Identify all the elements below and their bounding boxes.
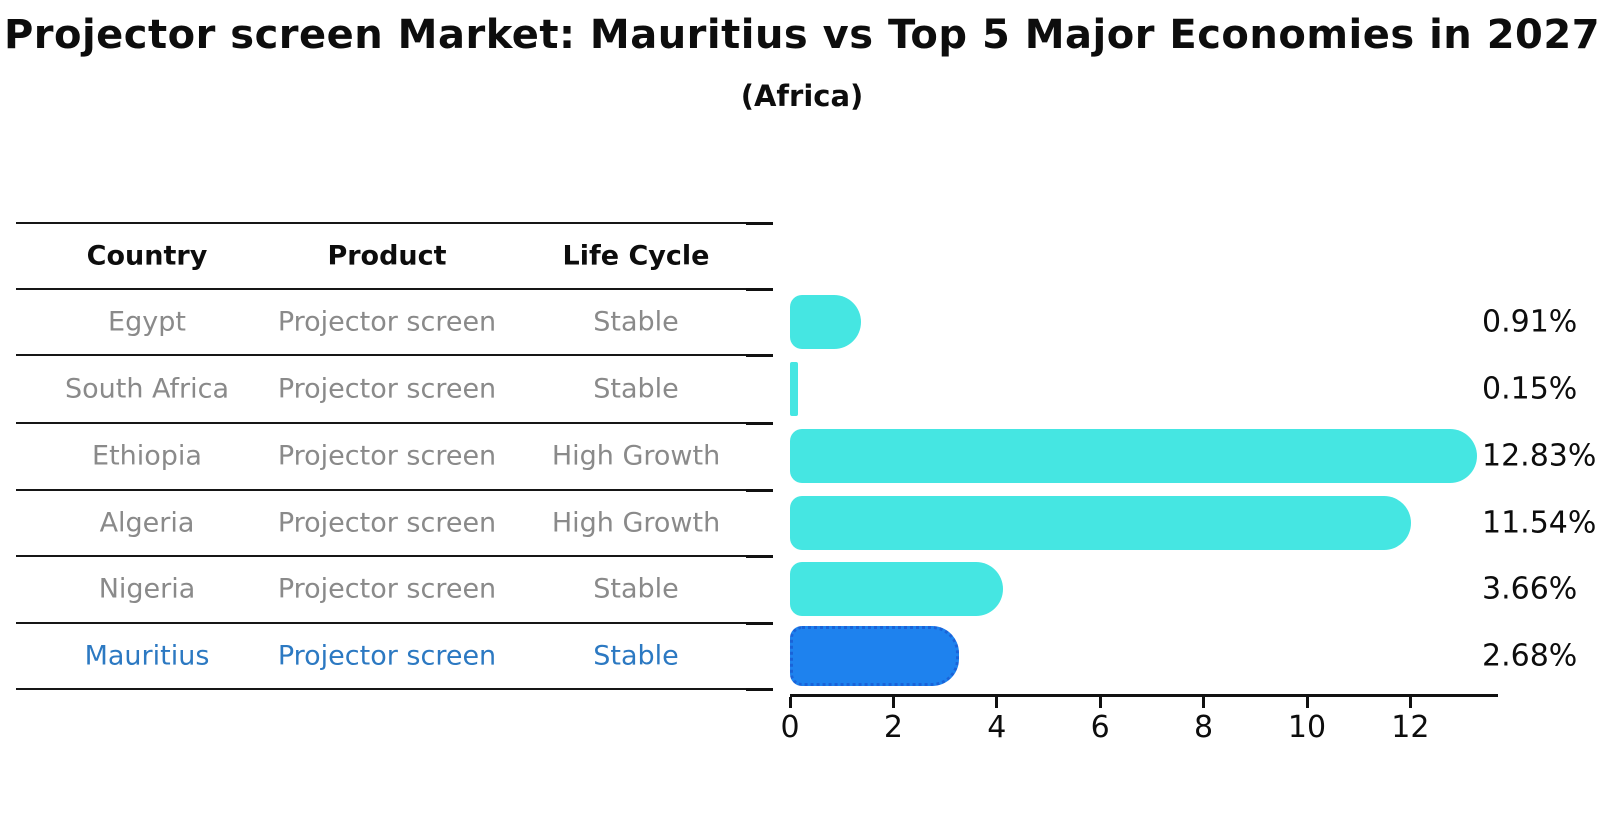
value-label: 12.83% (1482, 438, 1597, 474)
table-cell: Projector screen (277, 507, 497, 539)
y-tick-mark (746, 688, 773, 691)
table-cell: Projector screen (277, 373, 497, 405)
value-label: 0.15% (1482, 371, 1578, 407)
bar-ethiopia (790, 429, 1478, 483)
x-tick-mark (1202, 697, 1206, 708)
table-rule (16, 422, 757, 424)
x-tick-label: 4 (987, 710, 1007, 745)
bar-south-africa (790, 362, 798, 416)
table-cell: Mauritius (84, 640, 210, 672)
x-tick-label: 0 (780, 710, 800, 745)
y-tick-mark (746, 555, 773, 558)
x-tick-mark (1098, 697, 1102, 708)
table-cell: High Growth (551, 507, 721, 539)
y-tick-mark (746, 288, 773, 291)
x-tick-mark (1408, 697, 1412, 708)
table-rule (16, 222, 757, 224)
bar-egypt (790, 295, 862, 349)
table-cell: Nigeria (98, 573, 196, 605)
table-cell: Ethiopia (92, 440, 202, 472)
table-cell: Projector screen (277, 440, 497, 472)
bar-algeria (790, 496, 1411, 550)
x-tick-mark (1305, 697, 1309, 708)
table-cell: High Growth (551, 440, 721, 472)
column-header-life-cycle: Life Cycle (562, 240, 710, 272)
x-tick-mark (995, 697, 999, 708)
table-rule (16, 489, 757, 491)
x-tick-mark (788, 697, 792, 708)
table-cell: Stable (593, 640, 679, 672)
x-tick-label: 12 (1391, 710, 1430, 745)
bar-nigeria (790, 562, 1004, 616)
table-cell: Stable (593, 373, 679, 405)
table-cell: Projector screen (277, 640, 497, 672)
table-rule (16, 288, 757, 290)
x-tick-label: 2 (883, 710, 903, 745)
table-rule (16, 555, 757, 557)
highlight-bar-mauritius (790, 626, 959, 686)
x-tick-label: 6 (1090, 710, 1110, 745)
x-tick-label: 8 (1194, 710, 1214, 745)
column-header-country: Country (86, 240, 208, 272)
x-tick-label: 10 (1287, 710, 1327, 745)
table-cell: Egypt (108, 306, 186, 338)
y-tick-mark (746, 222, 773, 225)
table-cell: Stable (593, 306, 679, 338)
table-cell: Projector screen (277, 573, 497, 605)
y-tick-mark (746, 354, 773, 357)
table-rule (16, 688, 757, 690)
value-label: 2.68% (1482, 638, 1578, 674)
chart-title: Projector screen Market: Mauritius vs To… (3, 12, 1601, 58)
column-header-product: Product (327, 240, 447, 272)
table-cell: Stable (593, 573, 679, 605)
value-label: 11.54% (1482, 505, 1597, 541)
value-label: 0.91% (1482, 304, 1578, 340)
value-label: 3.66% (1482, 571, 1578, 607)
table-rule (16, 354, 757, 356)
x-tick-mark (891, 697, 895, 708)
table-cell: South Africa (64, 373, 230, 405)
table-cell: Projector screen (277, 306, 497, 338)
x-axis-line (790, 694, 1498, 697)
chart-subtitle: (Africa) (740, 79, 864, 113)
y-tick-mark (746, 422, 773, 425)
table-cell: Algeria (99, 507, 195, 539)
table-rule (16, 622, 757, 624)
y-tick-mark (746, 489, 773, 492)
y-tick-mark (746, 622, 773, 625)
